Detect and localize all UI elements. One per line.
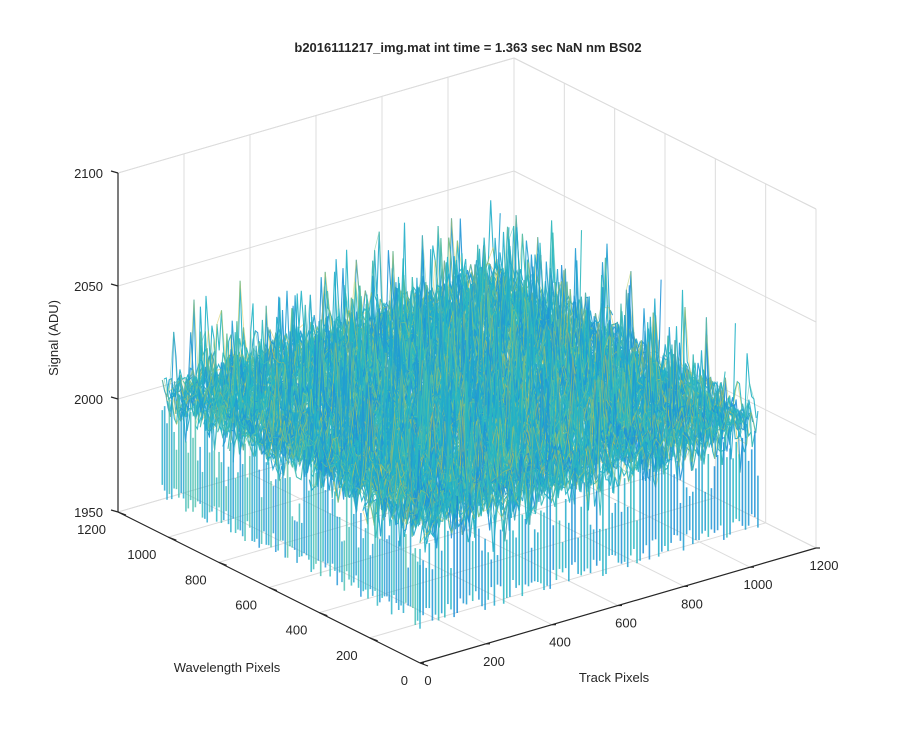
- y-tick-label: 200: [336, 648, 358, 663]
- y-tick-label: 600: [235, 598, 257, 613]
- chart-title: b2016111217_img.mat int time = 1.363 sec…: [294, 40, 641, 55]
- y-tick-label: 0: [401, 673, 408, 688]
- y-tick-label: 400: [286, 623, 308, 638]
- x-tick-label: 200: [483, 654, 505, 669]
- surface-row: [405, 380, 745, 525]
- y-tick: [268, 586, 278, 592]
- axes: [110, 170, 820, 667]
- box-edge-top-back: [117, 57, 515, 174]
- floor-grid-y: [369, 522, 766, 639]
- z-tick-label: 2050: [74, 279, 103, 294]
- x-tick-label: 0: [424, 673, 431, 688]
- z-tick-label: 2000: [74, 392, 103, 407]
- y-tick: [117, 511, 127, 516]
- x-tick-label: 600: [615, 616, 637, 631]
- y-tick-label: 1200: [77, 522, 106, 537]
- surface-mesh: [161, 200, 759, 629]
- y-tick-label: 1000: [127, 547, 156, 562]
- y-tick: [168, 536, 177, 541]
- surface-row-highlight: [417, 382, 755, 543]
- y-tick: [218, 561, 227, 566]
- y-tick: [319, 612, 328, 617]
- z-tick-label: 2100: [74, 166, 103, 181]
- box-edge-top-side: [513, 57, 817, 210]
- x-tick-label: 800: [681, 596, 703, 611]
- y-tick: [419, 662, 429, 667]
- z-tick-label: 1950: [74, 505, 103, 520]
- back-wall-grid-z: [117, 170, 515, 287]
- side-wall-grid-z: [513, 170, 817, 323]
- z-tick: [110, 396, 119, 400]
- z-tick: [110, 170, 119, 174]
- z-tick: [110, 509, 119, 513]
- y-axis-label: Wavelength Pixels: [174, 660, 281, 675]
- y-tick-label: 800: [185, 572, 207, 587]
- axis-text: b2016111217_img.mat int time = 1.363 sec…: [46, 40, 838, 688]
- x-axis-label: Track Pixels: [579, 670, 650, 685]
- y-tick: [369, 637, 378, 642]
- x-tick-label: 400: [549, 635, 571, 650]
- z-axis-label: Signal (ADU): [46, 300, 61, 376]
- x-tick-label: 1000: [744, 577, 773, 592]
- x-tick-label: 1200: [810, 558, 839, 573]
- z-tick: [110, 283, 119, 287]
